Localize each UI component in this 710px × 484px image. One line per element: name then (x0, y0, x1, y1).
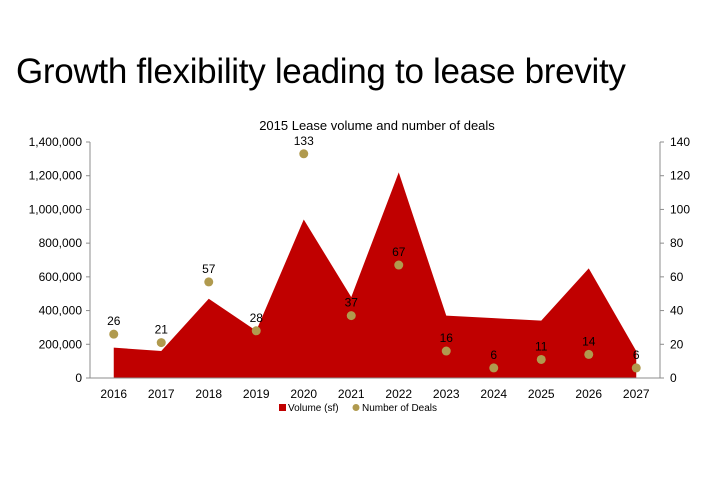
legend-deals-swatch (352, 404, 360, 411)
deals-point (346, 311, 356, 321)
right-tick-label: 120 (670, 169, 690, 183)
left-tick-label: 1,400,000 (29, 135, 83, 149)
x-tick-label: 2024 (480, 387, 507, 401)
deals-data-label: 26 (107, 314, 121, 328)
x-tick-label: 2020 (290, 387, 317, 401)
deals-data-label: 6 (633, 348, 640, 362)
deals-point (441, 346, 451, 356)
deals-data-label: 28 (250, 311, 264, 325)
legend-deals-label: Number of Deals (362, 403, 437, 414)
deals-point (584, 349, 594, 359)
deals-data-label: 14 (582, 334, 596, 348)
right-tick-label: 80 (670, 236, 684, 250)
right-tick-label: 0 (670, 371, 677, 385)
left-tick-label: 1,200,000 (29, 169, 83, 183)
deals-point (251, 326, 261, 336)
left-tick-label: 600,000 (39, 270, 83, 284)
x-tick-label: 2021 (338, 387, 365, 401)
x-tick-label: 2017 (148, 387, 175, 401)
x-tick-label: 2027 (623, 387, 650, 401)
left-tick-label: 0 (75, 371, 82, 385)
volume-area (113, 172, 637, 378)
deals-data-label: 37 (345, 296, 359, 310)
x-tick-label: 2019 (243, 387, 270, 401)
legend-volume-label: Volume (sf) (288, 403, 339, 414)
deals-point (156, 338, 166, 348)
right-tick-label: 20 (670, 337, 684, 351)
deals-data-label: 6 (490, 348, 497, 362)
x-tick-label: 2018 (195, 387, 222, 401)
right-tick-label: 140 (670, 135, 690, 149)
deals-point (536, 354, 546, 364)
left-tick-label: 1,000,000 (29, 202, 83, 216)
x-tick-label: 2022 (385, 387, 412, 401)
left-tick-label: 200,000 (39, 337, 83, 351)
deals-data-label: 16 (440, 331, 454, 345)
legend-volume-swatch (279, 404, 286, 411)
deals-data-label: 133 (294, 134, 314, 148)
deals-data-label: 21 (155, 323, 169, 337)
x-tick-label: 2025 (528, 387, 555, 401)
deals-point (631, 363, 641, 373)
x-tick-label: 2026 (575, 387, 602, 401)
x-tick-label: 2016 (100, 387, 127, 401)
chart-title: 2015 Lease volume and number of deals (259, 118, 495, 133)
deals-point (204, 277, 214, 287)
right-tick-label: 40 (670, 304, 684, 318)
deals-point (394, 260, 404, 270)
right-tick-label: 100 (670, 202, 690, 216)
deals-data-label: 67 (392, 245, 406, 259)
deals-point (109, 329, 119, 339)
deals-point (489, 363, 499, 373)
deals-data-label: 57 (202, 262, 216, 276)
deals-data-label: 11 (535, 339, 548, 353)
x-tick-label: 2023 (433, 387, 460, 401)
page-title: Growth flexibility leading to lease brev… (16, 52, 626, 91)
deals-point (299, 149, 309, 159)
left-tick-label: 400,000 (39, 304, 83, 318)
right-tick-label: 60 (670, 270, 684, 284)
left-tick-label: 800,000 (39, 236, 83, 250)
